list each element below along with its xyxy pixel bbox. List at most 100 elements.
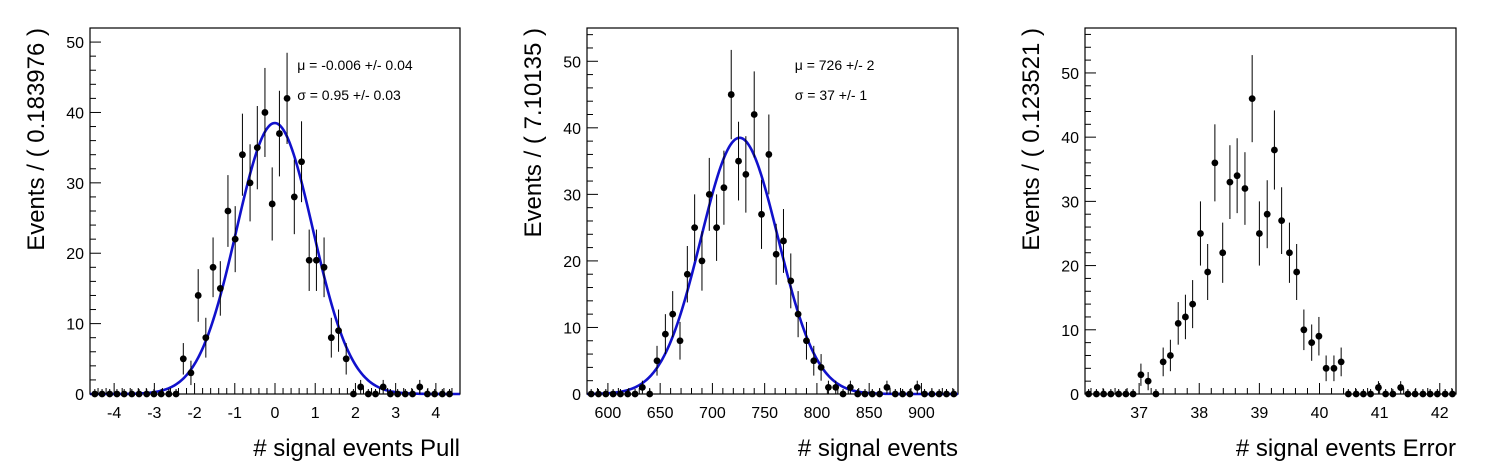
data-point [1137,363,1145,386]
x-tick-label: 41 [1371,405,1389,422]
data-point [253,106,261,190]
x-tick-label: -3 [147,405,161,422]
gaussian-fit-layer [586,136,958,396]
data-point [883,380,891,394]
data-point [772,223,780,285]
y-tick-label: 20 [1061,259,1079,276]
gaussian-fit-curve [90,121,460,396]
data-point [1233,138,1241,214]
data-point [1360,389,1367,398]
data-point [364,389,372,398]
x-tick-label: -2 [187,405,201,422]
data-point [1367,389,1375,398]
y-tick-label: 0 [75,387,84,404]
data-point [1152,389,1160,398]
data-point [839,389,847,398]
data-point [216,261,224,316]
data-point [372,389,379,398]
data-point [1411,389,1419,398]
data-point [1159,347,1167,377]
data-point [209,237,217,298]
data-point [1330,355,1338,382]
data-point [1115,389,1123,398]
x-tick-label: 40 [1311,405,1329,422]
data-point [1107,389,1115,398]
x-tick-label: 800 [804,405,831,422]
y-tick-label: 0 [1070,387,1079,404]
data-point [1382,389,1390,398]
data-point [943,389,950,398]
data-point [861,389,869,398]
data-point [313,229,320,291]
x-tick-label: 3 [391,405,400,422]
data-point [803,321,810,360]
data-point [705,157,713,231]
data-point [854,389,862,398]
data-point [727,49,735,140]
data-point [290,159,298,235]
data-point [595,389,602,398]
y-tick-label: 30 [563,187,581,204]
data-point [202,317,210,358]
data-point [1404,389,1412,398]
data-point [1241,152,1249,225]
data-point [1204,244,1212,300]
data-point [683,245,691,303]
data-point [335,309,342,352]
x-tick-label: 750 [751,405,778,422]
y-tick-label: 0 [572,387,581,404]
x-tick-label: 600 [595,405,622,422]
y-tick-label: 40 [563,121,581,138]
x-tick-label: 2 [351,405,360,422]
data-point [720,150,728,225]
data-point [1166,339,1174,372]
data-point [950,389,958,398]
data-point [758,179,765,249]
x-axis-label: # signal events [798,435,958,462]
data-point [261,67,269,157]
data-point [698,231,706,291]
data-point [653,345,661,376]
data-point [913,380,921,394]
x-tick-label: 700 [699,405,726,422]
y-tick-label: 10 [66,317,84,334]
data-point [246,144,254,222]
data-point [387,389,394,398]
data-point [357,379,365,394]
data-point [106,389,114,398]
data-point [1293,244,1301,300]
data-point [239,113,246,196]
data-point [342,343,350,375]
x-tick-label: 0 [271,405,280,422]
x-tick-label: 850 [856,405,883,422]
data-points-layer [1085,55,1456,398]
x-tick-label: 39 [1250,405,1268,422]
data-point [172,389,180,398]
data-point [1122,389,1130,398]
fit-mean-annotation: μ = 726 +/- 2 [795,57,875,73]
data-point [1322,355,1330,382]
x-tick-label: 38 [1190,405,1208,422]
x-tick-label: 42 [1431,405,1449,422]
data-point [1426,389,1434,398]
data-point [1093,389,1100,398]
data-point [921,389,928,398]
data-point [305,229,313,291]
gaussian-fit-curve [586,136,958,396]
data-point [713,194,720,261]
y-tick-label: 50 [1061,66,1079,83]
data-point [91,389,99,398]
data-point [224,175,232,247]
data-point [128,389,136,398]
data-point [1211,124,1219,202]
data-point [794,291,802,338]
data-point [624,389,632,398]
data-point [113,389,121,398]
y-tick-label: 50 [66,35,84,52]
fit-sigma-annotation: σ = 37 +/- 1 [795,87,868,103]
y-tick-label: 10 [1061,323,1079,340]
data-point [742,136,750,213]
data-point [765,114,773,195]
